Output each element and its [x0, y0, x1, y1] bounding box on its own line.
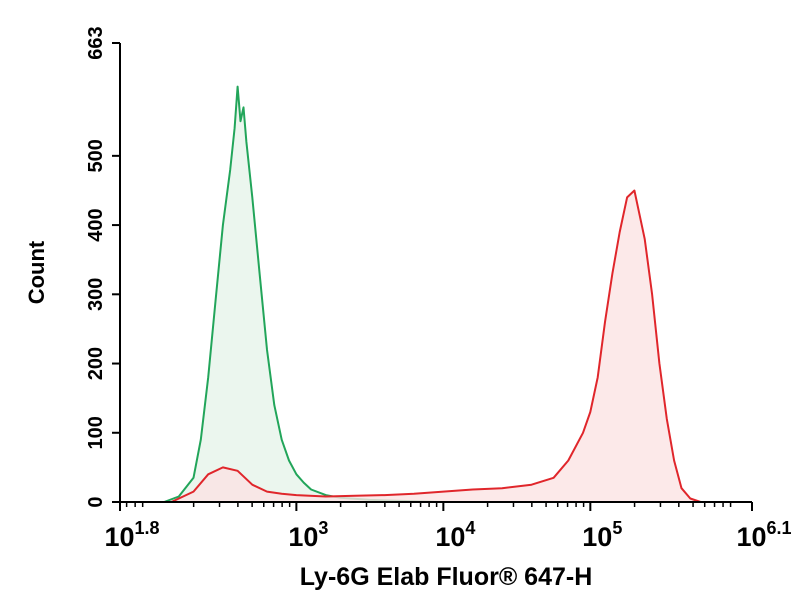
x-ticks: 101.8 103 104 105 106.1 [104, 502, 792, 552]
xtick-label: 101.8 [104, 518, 159, 552]
ytick-label: 200 [85, 347, 107, 380]
ytick-label: 400 [85, 208, 107, 241]
ytick-label: 100 [85, 416, 107, 449]
series-layer [163, 85, 701, 503]
x-axis-label: Ly-6G Elab Fluor® 647-H [300, 563, 593, 591]
series-1-fill [164, 86, 444, 502]
xtick-label: 106.1 [736, 518, 791, 552]
xtick-label: 105 [582, 518, 622, 552]
xtick-label: 104 [435, 518, 475, 552]
xtick-label: 103 [288, 518, 328, 552]
ytick-label: 300 [85, 278, 107, 311]
ytick-label: 663 [85, 26, 107, 59]
y-axis-label: Count [24, 240, 49, 304]
ytick-label: 500 [85, 139, 107, 172]
series-2-line [170, 189, 701, 503]
ytick-label: 0 [85, 496, 107, 507]
series-2-fill [171, 190, 701, 502]
y-ticks: 0 100 200 300 400 500 663 [85, 26, 120, 508]
series-1-line [163, 85, 444, 503]
